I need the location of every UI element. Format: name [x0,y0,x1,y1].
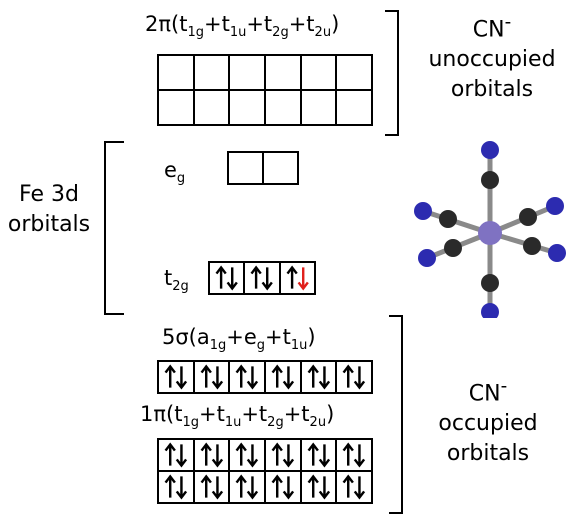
orbital-box [194,472,231,504]
electron-pair-arrows [164,442,188,468]
orbital-box [159,440,195,472]
carbon-atom [481,171,499,189]
carbon-atom [519,208,537,226]
orbital-box [266,472,302,504]
occupied-1pi-orbitals [157,438,373,504]
electron-pair-arrows [271,442,295,468]
fe-cn6-molecule-model [414,141,566,318]
carbon-atom [523,237,541,255]
occupied-5sigma-label: 5σ(a1g+eg+t1u) [162,325,316,353]
orbital-box [230,440,266,472]
occupied-1pi-label: 1π(t1g+t1u+t2g+t2u) [140,402,335,430]
electron-pair-arrows [235,364,259,390]
t2g-orbitals [208,261,316,295]
unoccupied-bracket [385,10,399,136]
orbital-box [159,472,195,504]
nitrogen-atom [418,249,436,267]
orbital-box [266,440,302,472]
orbital-box [301,91,338,126]
electron-pair-arrows [342,474,366,500]
electron-pair-arrows [307,442,330,468]
orbital-box [337,472,373,504]
orbital-box [194,362,231,394]
orbital-box [159,362,195,394]
t2g-label: t2g [164,266,189,294]
orbital-box [194,440,231,472]
orbital-box [210,263,246,295]
electron-pair-arrows [200,474,223,500]
electron-pair-arrows [250,265,274,291]
orbital-box [337,56,373,91]
orbital-box [266,56,302,91]
electron-pair-arrows [235,442,259,468]
orbital-box [301,440,338,472]
electron-pair-arrows [215,265,238,291]
electron-pair-arrows [164,474,188,500]
nitrogen-atom [481,141,499,159]
eg-orbitals [227,151,299,185]
orbital-box [337,440,373,472]
nitrogen-atom [546,197,564,215]
orbital-box [301,56,338,91]
nitrogen-atom [481,303,499,318]
electron-pair-arrows [342,442,366,468]
orbital-box [230,91,266,126]
orbital-box [159,56,195,91]
fe-3d-label: Fe 3d orbitals [7,182,91,237]
orbital-box [194,91,231,126]
iron-atom [478,221,502,245]
orbital-box [194,56,231,91]
orbital-box [230,472,266,504]
orbital-box [230,56,266,91]
occupied-bracket [389,315,403,514]
electron-pair-arrows [286,265,309,291]
orbital-box [266,362,302,394]
electron-pair-arrows [200,364,223,390]
carbon-atom [481,274,499,292]
cn-unoccupied-label: CN- unoccupied orbitals [428,12,556,103]
carbon-atom [439,210,457,228]
electron-pair-arrows [271,364,295,390]
orbital-box [159,91,195,126]
electron-pair-arrows [307,474,330,500]
orbital-box [337,362,373,394]
orbital-box [245,263,281,295]
cn-occupied-label: CN- occupied orbitals [438,376,538,467]
electron-pair-arrows [307,364,330,390]
orbital-box [337,91,373,126]
orbital-box [266,91,302,126]
unoccupied-2pi-label: 2π(t1g+t1u+t2g+t2u) [145,12,340,40]
orbital-box [301,362,338,394]
orbital-box [230,362,266,394]
occupied-5sigma-orbitals [157,360,373,394]
carbon-atom [444,239,462,257]
nitrogen-atom [548,244,566,262]
orbital-box [264,153,299,185]
fe-3d-bracket [104,141,124,315]
electron-pair-arrows [200,442,223,468]
electron-pair-arrows [342,364,366,390]
electron-pair-arrows [271,474,295,500]
orbital-box [280,263,316,295]
eg-label: eg [164,158,186,186]
orbital-box [301,472,338,504]
unoccupied-2pi-orbitals [157,54,373,126]
nitrogen-atom [414,202,432,220]
electron-pair-arrows [235,474,259,500]
orbital-box [229,153,264,185]
electron-pair-arrows [164,364,188,390]
